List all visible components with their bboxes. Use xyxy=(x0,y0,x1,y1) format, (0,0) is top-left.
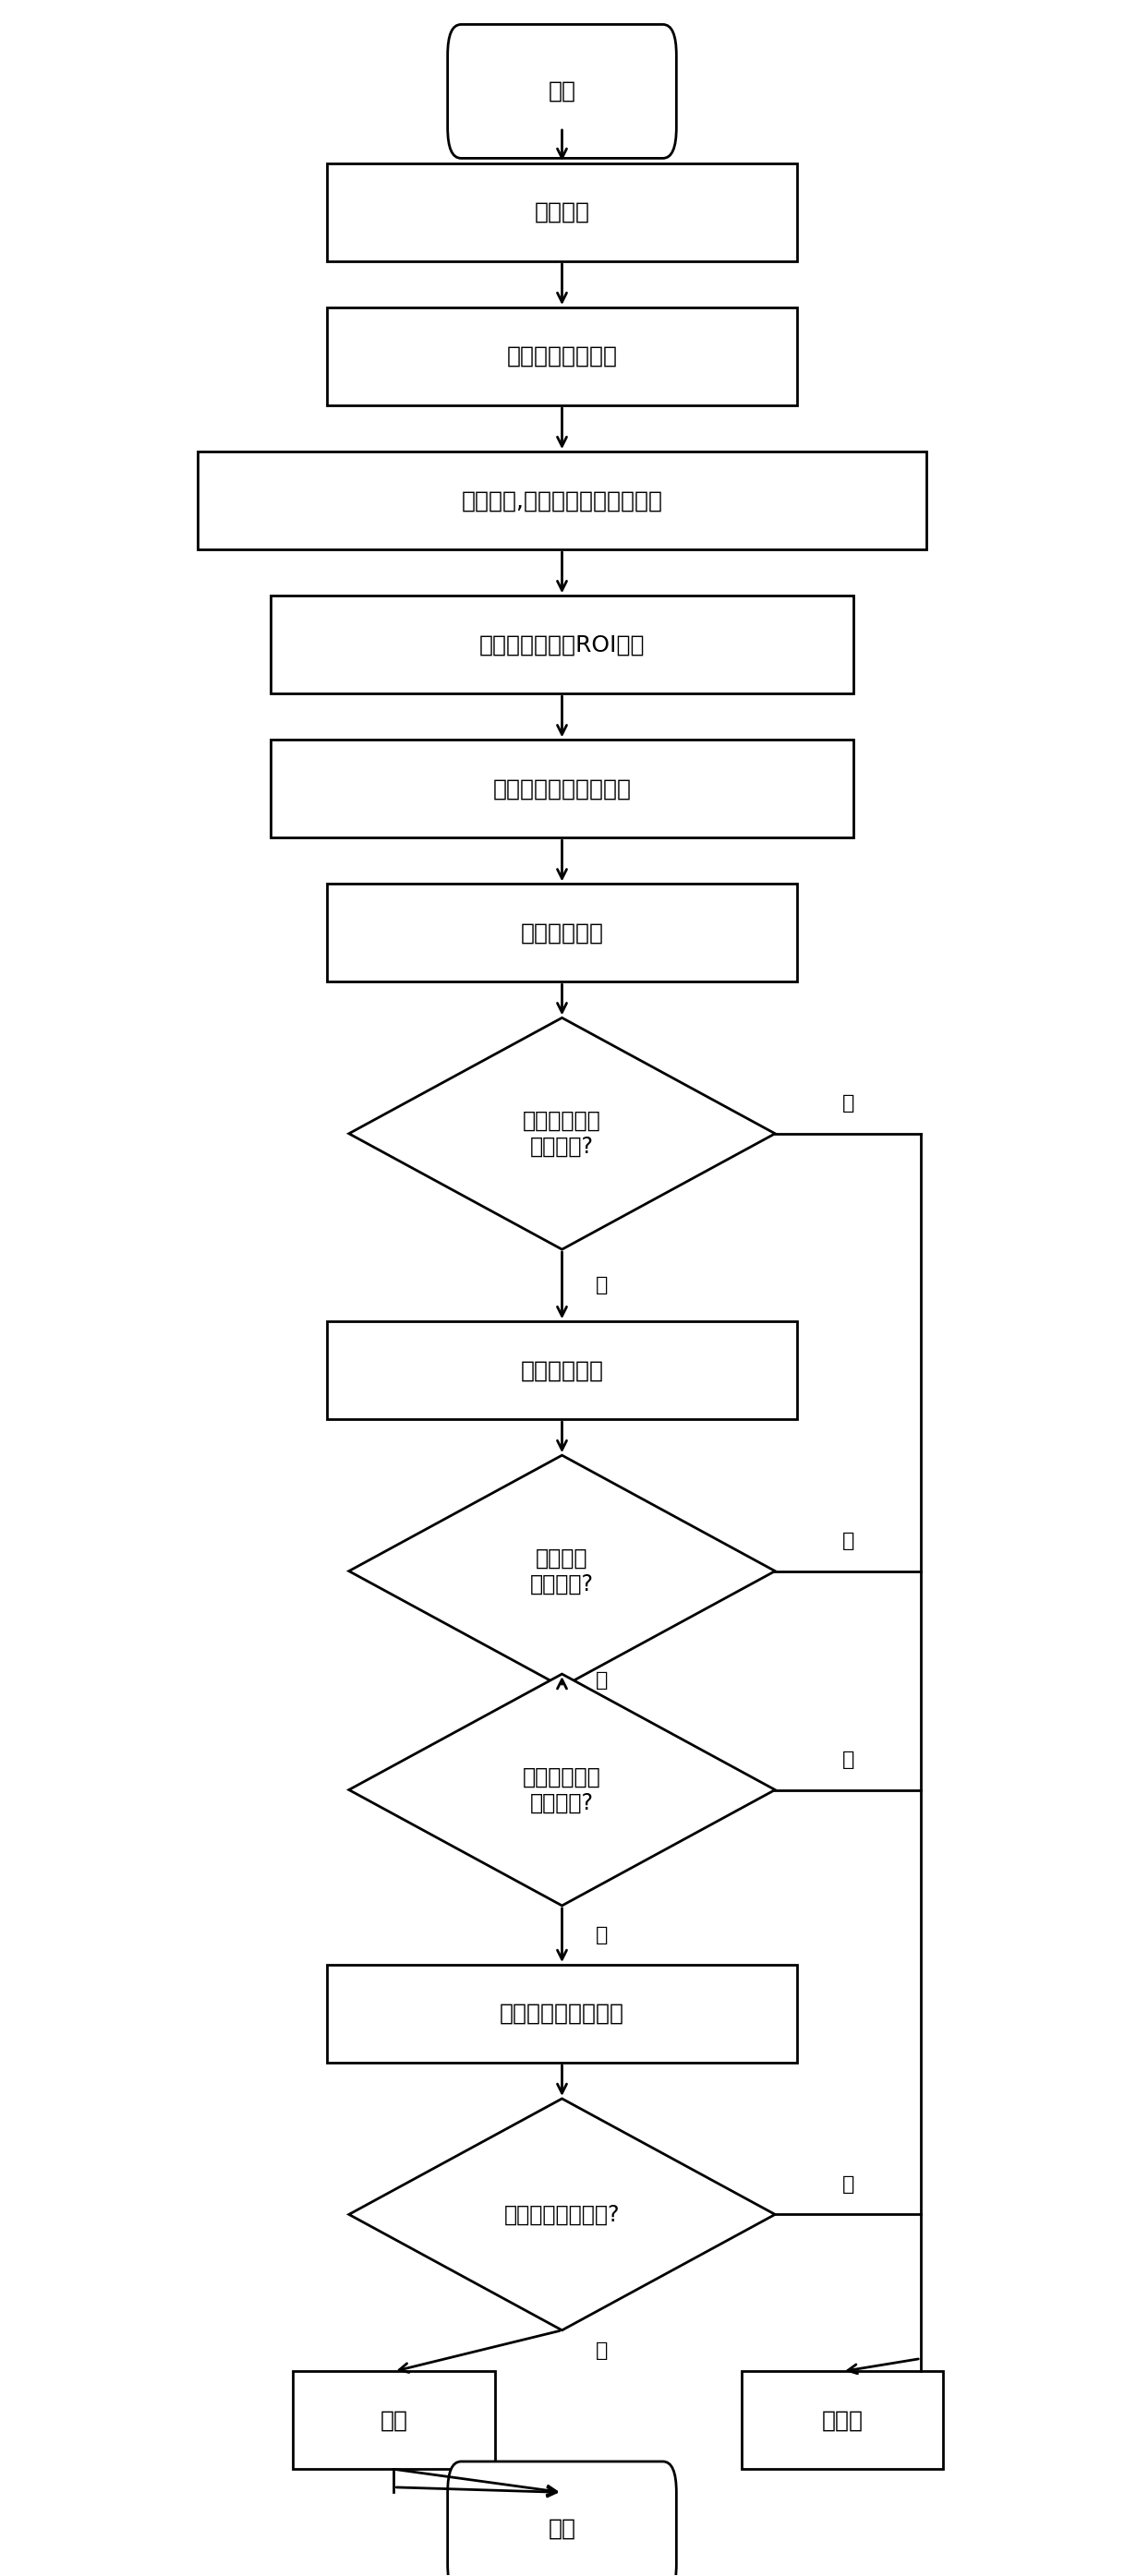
Text: 否: 否 xyxy=(596,2342,608,2360)
Text: 否: 否 xyxy=(596,1275,608,1296)
Text: 是否存在
引脚残缺?: 是否存在 引脚残缺? xyxy=(531,1548,593,1595)
Text: 引脚边缘提取: 引脚边缘提取 xyxy=(520,922,604,943)
FancyBboxPatch shape xyxy=(326,1965,798,2063)
Text: 定位图像,以获取芯片的准确位置: 定位图像,以获取芯片的准确位置 xyxy=(461,489,663,513)
Polygon shape xyxy=(348,1018,776,1249)
Text: 否: 否 xyxy=(596,1672,608,1690)
Text: 开始: 开始 xyxy=(549,80,575,103)
Text: 有缺陷: 有缺陷 xyxy=(822,2409,863,2432)
Text: 最小二乘法拟合直线: 最小二乘法拟合直线 xyxy=(500,2002,624,2025)
Polygon shape xyxy=(348,1455,776,1687)
Text: 是: 是 xyxy=(842,2174,854,2195)
Text: 是否存在引脚
间距缺陷?: 是否存在引脚 间距缺陷? xyxy=(523,1110,601,1157)
Polygon shape xyxy=(348,1674,776,1906)
Text: 仿射变换及提取ROI区域: 仿射变换及提取ROI区域 xyxy=(479,634,645,657)
FancyBboxPatch shape xyxy=(447,2463,677,2576)
Text: 否: 否 xyxy=(596,1927,608,1945)
Text: 计算引脚中心: 计算引脚中心 xyxy=(520,1360,604,1381)
FancyBboxPatch shape xyxy=(742,2372,943,2470)
FancyBboxPatch shape xyxy=(326,884,798,981)
FancyBboxPatch shape xyxy=(198,451,926,549)
FancyBboxPatch shape xyxy=(326,1321,798,1419)
FancyBboxPatch shape xyxy=(271,595,853,693)
Text: 结束: 结束 xyxy=(549,2517,575,2540)
Text: 形态学及阈值分割处理: 形态学及阈值分割处理 xyxy=(492,778,632,799)
FancyBboxPatch shape xyxy=(447,23,677,157)
FancyBboxPatch shape xyxy=(326,307,798,404)
Text: 图像采集: 图像采集 xyxy=(534,201,590,224)
Text: 是否存在引脚歪斜?: 是否存在引脚歪斜? xyxy=(504,2202,620,2226)
FancyBboxPatch shape xyxy=(326,162,798,260)
Text: 图像滤波等预处理: 图像滤波等预处理 xyxy=(507,345,617,368)
Text: 是: 是 xyxy=(842,1533,854,1551)
FancyBboxPatch shape xyxy=(271,739,853,837)
Text: 是: 是 xyxy=(842,1752,854,1770)
FancyBboxPatch shape xyxy=(293,2372,495,2470)
Polygon shape xyxy=(348,2099,776,2331)
Text: 合格: 合格 xyxy=(380,2409,408,2432)
Text: 是: 是 xyxy=(842,1095,854,1113)
Text: 是否存在引脚
长宽缺陷?: 是否存在引脚 长宽缺陷? xyxy=(523,1767,601,1814)
